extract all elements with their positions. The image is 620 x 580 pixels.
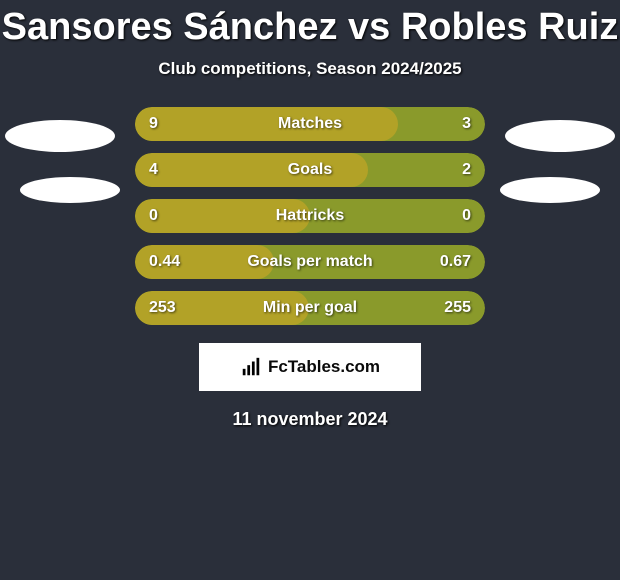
stat-value-left: 0.44	[149, 245, 180, 279]
stat-bar-left	[135, 153, 368, 187]
stat-value-left: 9	[149, 107, 158, 141]
stat-value-right: 0.67	[440, 245, 471, 279]
stat-bar-left	[135, 199, 310, 233]
stat-value-right: 3	[462, 107, 471, 141]
player-right-avatar-bottom	[500, 177, 600, 203]
stat-value-left: 253	[149, 291, 176, 325]
page-subtitle: Club competitions, Season 2024/2025	[0, 59, 620, 79]
brand-badge: FcTables.com	[199, 343, 421, 391]
stat-value-right: 2	[462, 153, 471, 187]
stat-row: 93Matches	[135, 107, 485, 141]
stat-value-left: 0	[149, 199, 158, 233]
player-left-avatar-bottom	[20, 177, 120, 203]
player-left-avatar-top	[5, 120, 115, 152]
stat-value-left: 4	[149, 153, 158, 187]
stat-row: 0.440.67Goals per match	[135, 245, 485, 279]
date-text: 11 november 2024	[0, 409, 620, 430]
page-title: Sansores Sánchez vs Robles Ruiz	[0, 0, 620, 49]
player-right-avatar-top	[505, 120, 615, 152]
stat-value-right: 0	[462, 199, 471, 233]
stat-row: 253255Min per goal	[135, 291, 485, 325]
stat-bar-left	[135, 107, 398, 141]
brand-text: FcTables.com	[268, 357, 380, 377]
stat-value-right: 255	[444, 291, 471, 325]
stat-row: 42Goals	[135, 153, 485, 187]
comparison-card: Sansores Sánchez vs Robles Ruiz Club com…	[0, 0, 620, 580]
stat-row: 00Hattricks	[135, 199, 485, 233]
chart-icon	[240, 356, 262, 378]
